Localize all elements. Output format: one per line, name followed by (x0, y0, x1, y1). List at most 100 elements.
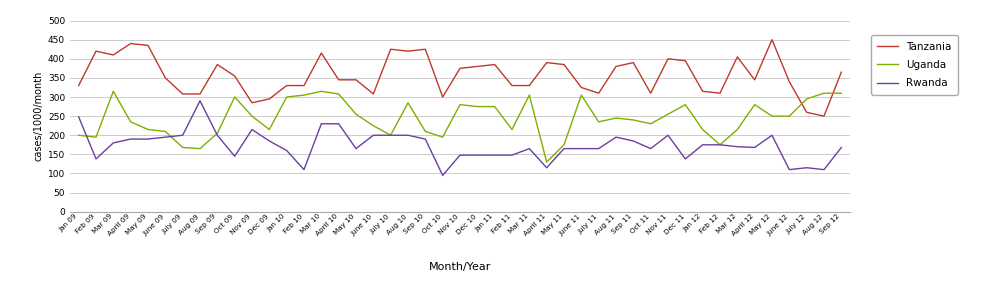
X-axis label: Month/Year: Month/Year (429, 262, 491, 272)
Uganda (471, 105, 483, 108)
Tanzania (818, 114, 830, 118)
Rwanda (437, 173, 449, 177)
Uganda (558, 143, 570, 146)
Tanzania (679, 59, 691, 62)
Uganda (766, 114, 778, 118)
Uganda (783, 114, 795, 118)
Uganda (679, 103, 691, 106)
Rwanda (194, 99, 206, 103)
Tanzania (489, 63, 501, 66)
Rwanda (801, 166, 813, 169)
Tanzania (402, 49, 414, 53)
Uganda (835, 91, 847, 95)
Tanzania (73, 84, 85, 87)
Uganda (107, 89, 119, 93)
Rwanda (593, 147, 605, 151)
Tanzania (125, 42, 137, 45)
Uganda (610, 116, 622, 120)
Uganda (489, 105, 501, 108)
Tanzania (454, 66, 466, 70)
Tanzania (437, 95, 449, 99)
Uganda (627, 118, 639, 122)
Tanzania (471, 65, 483, 68)
Tanzania (766, 38, 778, 41)
Tanzania (558, 63, 570, 66)
Rwanda (818, 168, 830, 171)
Uganda (818, 91, 830, 95)
Uganda (211, 131, 223, 135)
Rwanda (558, 147, 570, 151)
Uganda (263, 128, 275, 131)
Uganda (749, 103, 761, 106)
Rwanda (419, 137, 431, 141)
Rwanda (783, 168, 795, 171)
Uganda (367, 124, 379, 128)
Tanzania (90, 49, 102, 53)
Line: Uganda: Uganda (79, 91, 841, 162)
Uganda (801, 97, 813, 101)
Rwanda (315, 122, 327, 126)
Uganda (315, 89, 327, 93)
Rwanda (367, 133, 379, 137)
Rwanda (333, 122, 345, 126)
Tanzania (749, 78, 761, 81)
Rwanda (142, 137, 154, 141)
Tanzania (385, 47, 397, 51)
Rwanda (73, 115, 85, 119)
Uganda (350, 112, 362, 116)
Rwanda (610, 135, 622, 139)
Tanzania (419, 47, 431, 51)
Uganda (454, 103, 466, 106)
Tanzania (367, 92, 379, 96)
Tanzania (662, 57, 674, 61)
Rwanda (697, 143, 709, 146)
Tanzania (107, 53, 119, 57)
Rwanda (350, 147, 362, 151)
Rwanda (246, 128, 258, 131)
Rwanda (575, 147, 587, 151)
Rwanda (125, 137, 137, 141)
Uganda (575, 93, 587, 97)
Tanzania (610, 65, 622, 68)
Uganda (298, 93, 310, 97)
Tanzania (211, 63, 223, 66)
Uganda (419, 130, 431, 133)
Rwanda (90, 157, 102, 161)
Uganda (506, 128, 518, 131)
Tanzania (801, 111, 813, 114)
Tanzania (350, 78, 362, 81)
Y-axis label: cases/1000/month: cases/1000/month (34, 71, 44, 161)
Tanzania (541, 61, 553, 64)
Tanzania (697, 89, 709, 93)
Uganda (437, 135, 449, 139)
Uganda (385, 133, 397, 137)
Rwanda (714, 143, 726, 146)
Uganda (697, 128, 709, 131)
Tanzania (281, 84, 293, 87)
Tanzania (246, 101, 258, 104)
Tanzania (333, 78, 345, 81)
Rwanda (177, 133, 189, 137)
Tanzania (731, 55, 743, 59)
Uganda (159, 130, 171, 133)
Uganda (229, 95, 241, 99)
Uganda (90, 135, 102, 139)
Tanzania (645, 91, 657, 95)
Uganda (246, 114, 258, 118)
Tanzania (194, 92, 206, 96)
Tanzania (159, 76, 171, 80)
Rwanda (662, 133, 674, 137)
Uganda (177, 146, 189, 149)
Rwanda (471, 153, 483, 157)
Rwanda (627, 139, 639, 143)
Rwanda (835, 146, 847, 149)
Uganda (333, 92, 345, 96)
Uganda (281, 95, 293, 99)
Rwanda (489, 153, 501, 157)
Uganda (662, 112, 674, 116)
Rwanda (281, 149, 293, 152)
Uganda (541, 160, 553, 164)
Uganda (194, 147, 206, 151)
Rwanda (506, 153, 518, 157)
Rwanda (679, 157, 691, 161)
